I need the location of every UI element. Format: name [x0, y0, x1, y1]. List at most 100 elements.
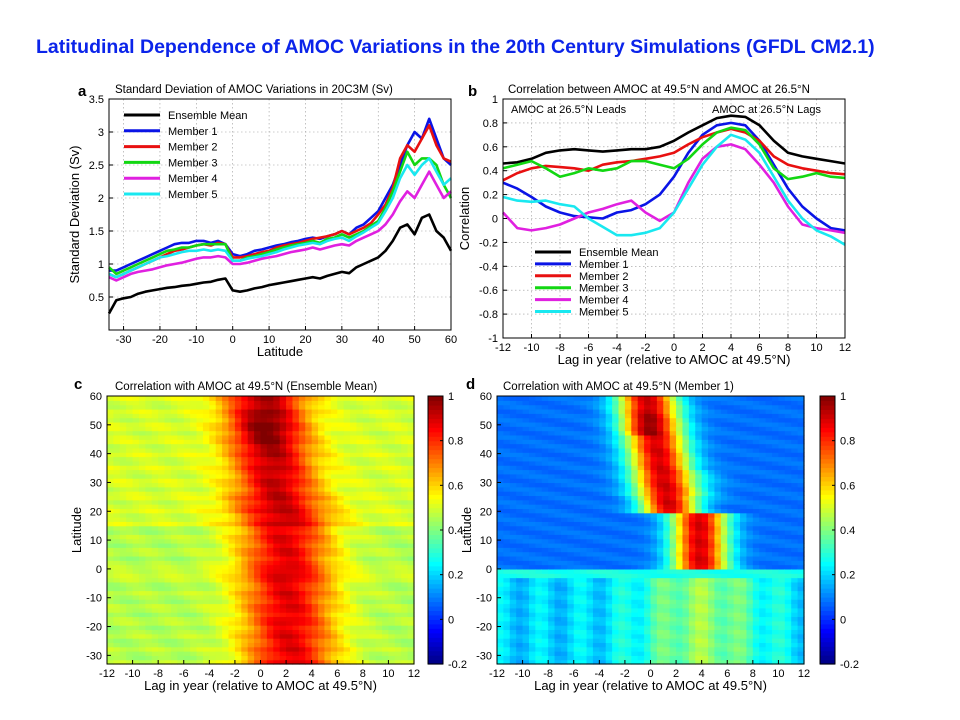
heatmap-cell — [138, 577, 146, 583]
heatmap-cell — [196, 607, 204, 613]
heatmap-cell — [209, 547, 217, 553]
heatmap-cell — [624, 504, 632, 509]
heatmap-cell — [196, 547, 204, 553]
heatmap-cell — [324, 417, 332, 423]
heatmap-cell — [202, 590, 210, 596]
heatmap-cell — [573, 408, 581, 414]
heatmap-cell — [132, 521, 140, 527]
heatmap-cell — [170, 547, 178, 553]
heatmap-cell — [170, 620, 178, 626]
heatmap-cell — [241, 538, 249, 544]
heatmap-cell — [234, 655, 242, 661]
heatmap-cell — [170, 439, 178, 445]
heatmap-cell — [599, 633, 607, 639]
heatmap-cell — [164, 460, 172, 466]
heatmap-cell — [107, 560, 114, 566]
heatmap-cell — [644, 504, 652, 509]
heatmap-cell — [145, 525, 153, 531]
heatmap-cell — [612, 417, 620, 423]
heatmap-cell — [311, 599, 319, 605]
heatmap-cell — [292, 651, 300, 656]
heatmap-cell — [266, 521, 274, 527]
heatmap-cell — [286, 478, 294, 484]
heatmap-cell — [612, 629, 620, 635]
heatmap-cell — [266, 417, 274, 423]
heatmap-cell — [573, 612, 581, 618]
heatmap-cell — [650, 417, 658, 423]
heatmap-cell — [592, 426, 600, 432]
heatmap-cell — [138, 534, 146, 540]
heatmap-cell — [266, 499, 274, 505]
heatmap-cell — [663, 642, 671, 648]
heatmap-cell — [599, 486, 607, 492]
heatmap-cell — [164, 564, 172, 570]
heatmap-cell — [407, 659, 415, 665]
heatmap-cell — [337, 642, 345, 648]
heatmap-cell — [228, 590, 236, 596]
heatmap-cell — [138, 478, 146, 484]
heatmap-cell — [209, 620, 217, 626]
heatmap-cell — [356, 512, 364, 518]
heatmap-cell — [656, 646, 664, 652]
heatmap-cell — [650, 586, 658, 592]
heatmap-cell — [158, 612, 166, 618]
heatmap-cell — [401, 478, 409, 484]
heatmap-cell — [247, 426, 255, 432]
heatmap-cell — [183, 642, 191, 648]
heatmap-cell — [401, 460, 409, 466]
heatmap-cell — [605, 538, 613, 544]
heatmap-cell — [522, 651, 530, 656]
heatmap-cell — [126, 625, 134, 631]
heatmap-cell — [497, 396, 504, 401]
heatmap-cell — [382, 612, 390, 618]
heatmap-cell — [650, 568, 658, 574]
heatmap-cell — [177, 646, 185, 652]
heatmap-cell — [145, 564, 153, 570]
heatmap-cell — [132, 625, 140, 631]
heatmap-cell — [254, 573, 262, 579]
heatmap-cell — [503, 404, 511, 410]
heatmap-cell — [311, 530, 319, 535]
colorbar-segment — [428, 637, 443, 643]
x-tick-label: -4 — [612, 342, 622, 354]
heatmap-cell — [586, 439, 594, 445]
heatmap-cell — [586, 612, 594, 618]
heatmap-cell — [324, 400, 332, 406]
heatmap-cell — [254, 642, 262, 648]
heatmap-cell — [279, 603, 287, 609]
heatmap-cell — [158, 469, 166, 475]
heatmap-cell — [132, 469, 140, 475]
heatmap-cell — [132, 430, 140, 436]
heatmap-cell — [260, 586, 268, 592]
heatmap-cell — [669, 517, 677, 522]
heatmap-cell — [592, 473, 600, 479]
heatmap-cell — [273, 547, 281, 553]
heatmap-cell — [497, 642, 504, 648]
heatmap-cell — [170, 478, 178, 484]
y-tick-label: 2.5 — [89, 160, 104, 172]
heatmap-cell — [541, 421, 549, 427]
colorbar-segment — [428, 641, 443, 647]
heatmap-cell — [202, 612, 210, 618]
heatmap-cell — [305, 603, 313, 609]
heatmap-cell — [254, 517, 262, 522]
heatmap-cell — [560, 542, 568, 548]
heatmap-cell — [145, 620, 153, 626]
heatmap-cell — [183, 603, 191, 609]
heatmap-cell — [202, 577, 210, 583]
heatmap-cell — [586, 594, 594, 600]
heatmap-cell — [509, 642, 517, 648]
colorbar-tick-label: 0.8 — [448, 436, 463, 448]
heatmap-cell — [650, 478, 658, 484]
heatmap-cell — [503, 504, 511, 509]
heatmap-cell — [573, 633, 581, 639]
heatmap-cell — [605, 447, 613, 453]
heatmap-cell — [126, 430, 134, 436]
heatmap-cell — [311, 460, 319, 466]
heatmap-cell — [656, 629, 664, 635]
heatmap-cell — [260, 547, 268, 553]
heatmap-cell — [305, 577, 313, 583]
heatmap-cell — [170, 573, 178, 579]
heatmap-cell — [605, 646, 613, 652]
heatmap-cell — [497, 586, 504, 592]
